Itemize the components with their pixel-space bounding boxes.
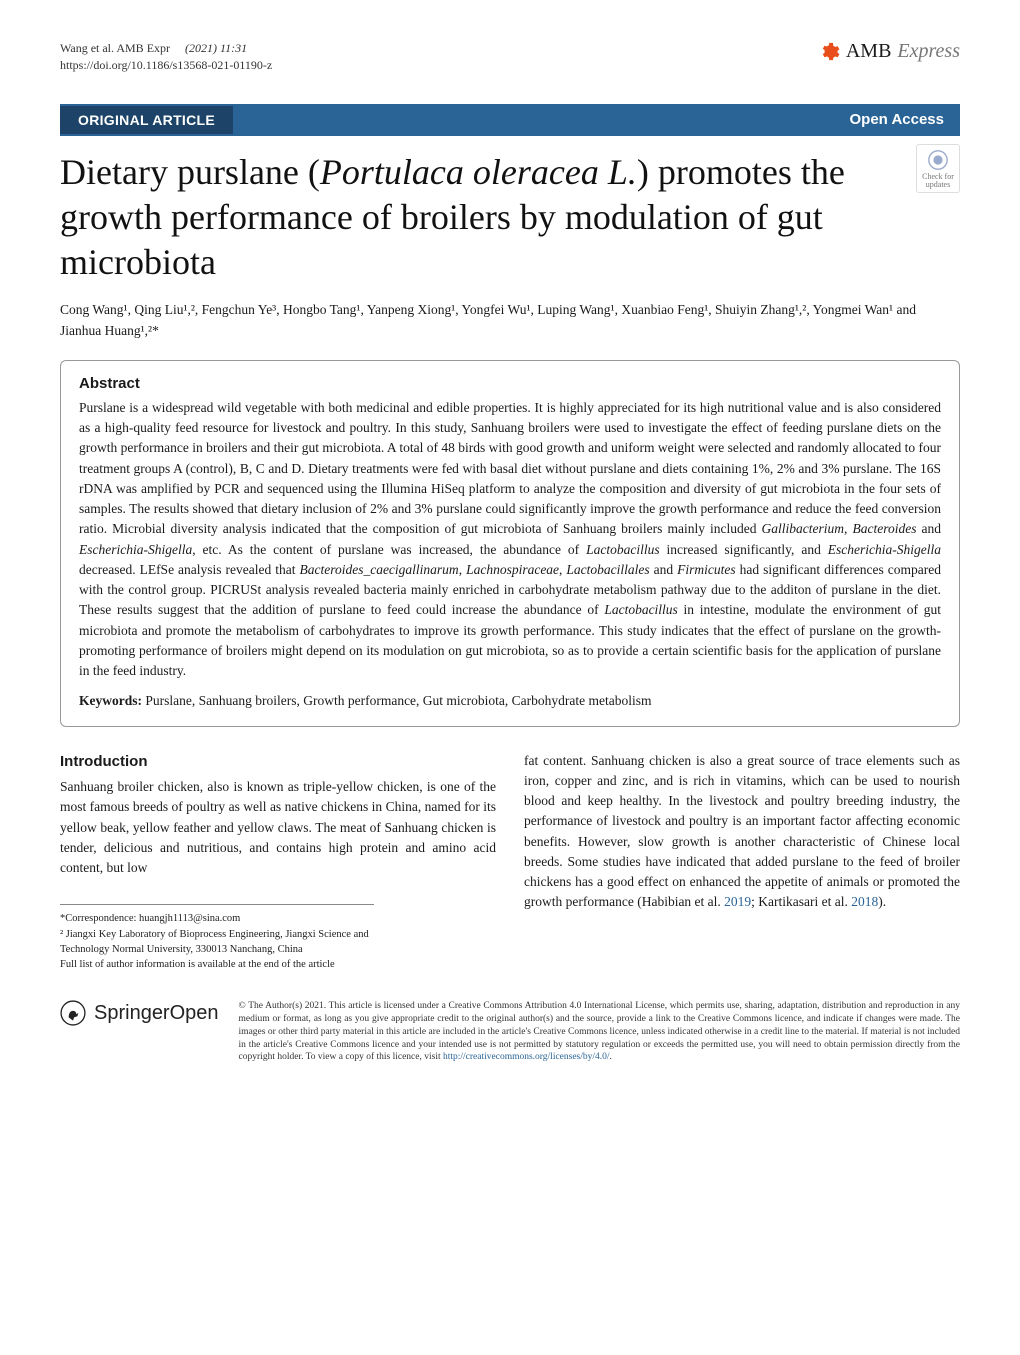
- gear-icon: [818, 41, 840, 63]
- title-pre: Dietary purslane (: [60, 152, 320, 192]
- journal-name-b: Express: [897, 40, 960, 63]
- intro-col2: fat content. Sanhuang chicken is also a …: [524, 751, 960, 913]
- intro-col1: Sanhuang broiler chicken, also is known …: [60, 777, 496, 878]
- springer-text: Springer: [94, 1002, 170, 1024]
- intro-col2-c: ).: [878, 894, 886, 909]
- title-species: Portulaca oleracea L.: [320, 152, 637, 192]
- keywords-text: Purslane, Sanhuang broilers, Growth perf…: [145, 693, 651, 708]
- footer-row: SpringerOpen © The Author(s) 2021. This …: [60, 1000, 960, 1064]
- license-end: .: [610, 1052, 612, 1062]
- introduction-heading: Introduction: [60, 751, 496, 774]
- full-author-list-note: Full list of author information is avail…: [60, 957, 374, 972]
- license-text: © The Author(s) 2021. This article is li…: [239, 1000, 960, 1064]
- journal-logo: AMB Express: [818, 40, 960, 63]
- authors-list: Cong Wang¹, Qing Liu¹,², Fengchun Ye³, H…: [60, 299, 960, 342]
- title-row: Dietary purslane (Portulaca oleracea L.)…: [60, 144, 960, 299]
- running-header: Wang et al. AMB Expr (2021) 11:31 https:…: [60, 40, 960, 74]
- section-label: ORIGINAL ARTICLE: [60, 106, 233, 134]
- column-left: Introduction Sanhuang broiler chicken, a…: [60, 751, 496, 973]
- affiliation: ² Jiangxi Key Laboratory of Bioprocess E…: [60, 927, 374, 957]
- footnotes: *Correspondence: huangjh1113@sina.com ² …: [60, 904, 374, 972]
- check-updates-badge[interactable]: Check for updates: [916, 144, 960, 194]
- springer-horse-icon: [60, 1000, 86, 1026]
- ref-kartikasari[interactable]: 2018: [851, 894, 878, 909]
- abstract-heading: Abstract: [79, 375, 941, 392]
- open-access-label: Open Access: [850, 111, 961, 128]
- running-head-ref: (2021) 11:31: [185, 41, 247, 55]
- journal-name-a: AMB: [846, 40, 892, 63]
- correspondence: *Correspondence: huangjh1113@sina.com: [60, 911, 374, 926]
- springer-open-logo: SpringerOpen: [60, 1000, 219, 1026]
- running-head-authors: Wang et al. AMB Expr: [60, 41, 170, 55]
- abstract-text: Purslane is a widespread wild vegetable …: [79, 398, 941, 682]
- intro-col2-b: ; Kartikasari et al.: [751, 894, 851, 909]
- header-left: Wang et al. AMB Expr (2021) 11:31 https:…: [60, 40, 272, 74]
- keywords-label: Keywords:: [79, 693, 142, 708]
- column-right: fat content. Sanhuang chicken is also a …: [524, 751, 960, 973]
- check-updates-icon: [927, 149, 949, 171]
- check-updates-text: Check for updates: [922, 172, 954, 190]
- doi: https://doi.org/10.1186/s13568-021-01190…: [60, 58, 272, 72]
- open-text: Open: [170, 1002, 219, 1024]
- license-link[interactable]: http://creativecommons.org/licenses/by/4…: [443, 1052, 610, 1062]
- body-columns: Introduction Sanhuang broiler chicken, a…: [60, 751, 960, 973]
- abstract-box: Abstract Purslane is a widespread wild v…: [60, 360, 960, 727]
- section-band: ORIGINAL ARTICLE Open Access: [60, 104, 960, 136]
- article-title: Dietary purslane (Portulaca oleracea L.)…: [60, 150, 900, 285]
- keywords-line: Keywords: Purslane, Sanhuang broilers, G…: [79, 691, 941, 711]
- ref-habibian[interactable]: 2019: [724, 894, 751, 909]
- intro-col2-a: fat content. Sanhuang chicken is also a …: [524, 753, 960, 910]
